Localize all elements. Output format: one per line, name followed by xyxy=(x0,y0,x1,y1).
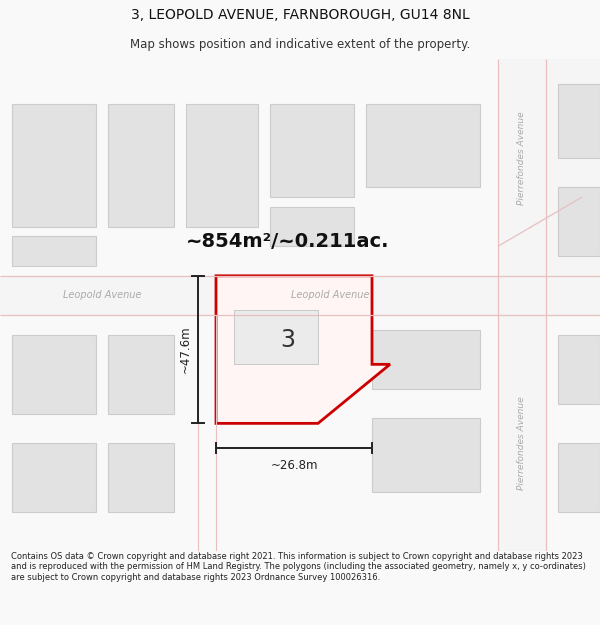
Text: Pierrefondes Avenue: Pierrefondes Avenue xyxy=(517,111,527,204)
Bar xyxy=(558,188,600,256)
Bar xyxy=(558,443,600,512)
Bar xyxy=(372,330,480,389)
Bar xyxy=(186,104,258,227)
Polygon shape xyxy=(498,59,546,551)
Polygon shape xyxy=(498,59,600,276)
Bar xyxy=(558,335,600,404)
Bar xyxy=(108,443,174,512)
Bar xyxy=(366,104,480,188)
Bar xyxy=(108,104,174,227)
Text: Contains OS data © Crown copyright and database right 2021. This information is : Contains OS data © Crown copyright and d… xyxy=(11,552,586,582)
Bar xyxy=(12,104,96,227)
Bar xyxy=(270,104,354,197)
Bar xyxy=(372,419,480,492)
Bar xyxy=(234,310,318,364)
Text: 3, LEOPOLD AVENUE, FARNBOROUGH, GU14 8NL: 3, LEOPOLD AVENUE, FARNBOROUGH, GU14 8NL xyxy=(131,8,469,22)
Text: Pierrefondes Avenue: Pierrefondes Avenue xyxy=(517,396,527,490)
Text: 3: 3 xyxy=(281,328,296,352)
Polygon shape xyxy=(216,276,390,423)
Text: ~854m²/~0.211ac.: ~854m²/~0.211ac. xyxy=(186,232,390,251)
Bar xyxy=(108,335,174,414)
Text: Map shows position and indicative extent of the property.: Map shows position and indicative extent… xyxy=(130,38,470,51)
Text: ~26.8m: ~26.8m xyxy=(270,459,318,472)
Text: Leopold Avenue: Leopold Avenue xyxy=(291,291,369,301)
Bar xyxy=(12,443,96,512)
Bar xyxy=(12,236,96,266)
Bar xyxy=(12,335,96,414)
Bar xyxy=(558,84,600,158)
Polygon shape xyxy=(0,276,600,315)
Bar xyxy=(270,207,354,246)
Text: Leopold Avenue: Leopold Avenue xyxy=(63,291,141,301)
Text: ~47.6m: ~47.6m xyxy=(178,326,191,373)
